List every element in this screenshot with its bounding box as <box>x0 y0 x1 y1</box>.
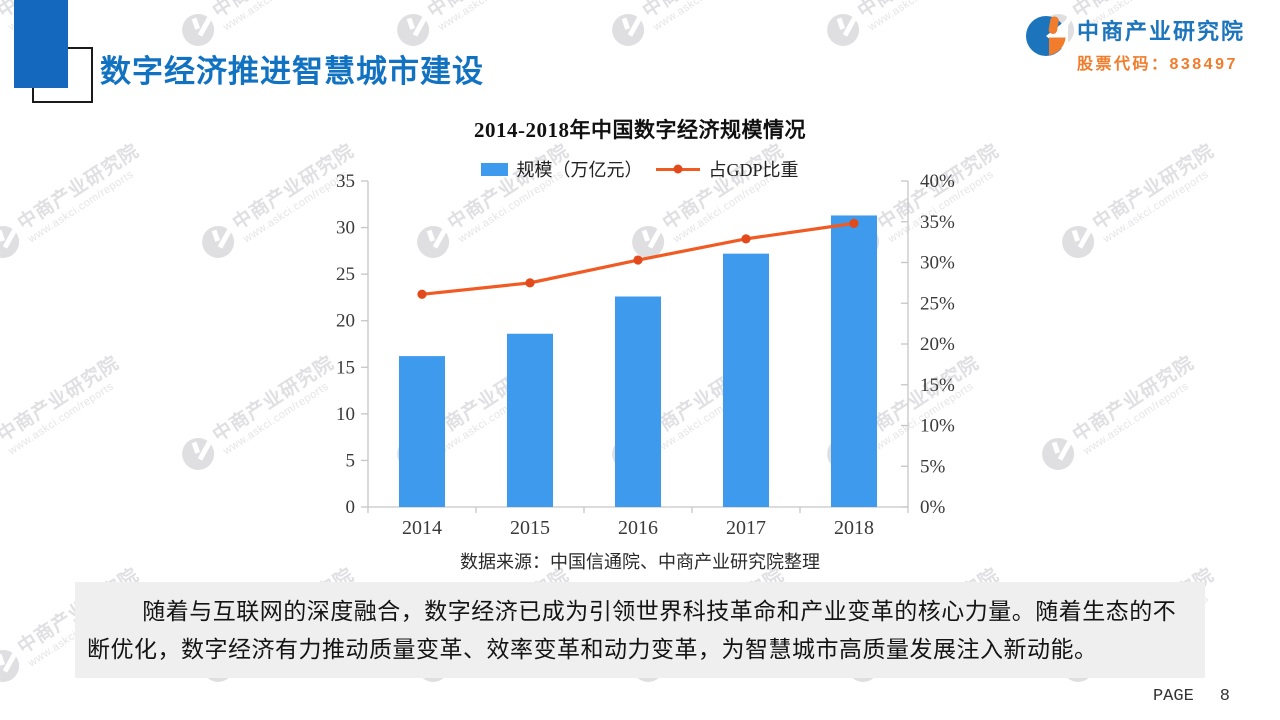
page-footer: PAGE 8 <box>1153 687 1230 706</box>
company-logo-icon <box>1025 16 1068 56</box>
page-title: 数字经济推进智慧城市建设 <box>100 54 484 89</box>
left-axis-tick-label: 30 <box>336 218 355 239</box>
page-label: PAGE <box>1152 687 1194 706</box>
legend-item-bar: 规模（万亿元） <box>481 156 642 182</box>
right-axis-tick-label: 5% <box>920 456 946 477</box>
summary-paragraph: 随着与互联网的深度融合，数字经济已成为引领世界科技革命和产业变革的核心力量。随着… <box>87 599 1177 662</box>
legend-line-label: 占GDP比重 <box>708 160 799 180</box>
left-axis-tick-label: 10 <box>336 404 355 425</box>
line-dot-2016 <box>633 255 643 265</box>
bar-2016 <box>615 296 661 507</box>
chart-plot: 0 5 10 15 20 25 30 35 0% 5% 10% 15% 20% 25% 30% 35% 40% 2… <box>336 171 955 539</box>
left-axis-tick-label: 0 <box>346 497 356 518</box>
right-axis-tick-label: 40% <box>920 171 955 192</box>
page-number: 8 <box>1219 687 1230 706</box>
company-logo: 中商产业研究院 股票代码：838497 <box>1024 14 1245 74</box>
legend-bar-swatch-icon <box>481 162 509 176</box>
line-dot-2018 <box>849 218 859 228</box>
left-axis-tick-label: 35 <box>336 171 355 192</box>
right-axis-tick-label: 10% <box>920 416 955 437</box>
x-axis-category-label: 2018 <box>834 517 874 539</box>
right-axis-tick-label: 35% <box>920 212 955 233</box>
x-axis-category-label: 2016 <box>618 517 658 539</box>
left-axis-tick-label: 5 <box>346 450 356 471</box>
right-axis-tick-label: 20% <box>920 334 955 355</box>
chart: 2014-2018年中国数字经济规模情况 规模（万亿元） 占GDP比重 0 5 10… <box>310 110 970 580</box>
chart-legend: 规模（万亿元） 占GDP比重 <box>310 156 970 182</box>
legend-item-line: 占GDP比重 <box>656 156 799 182</box>
left-axis-tick-label: 15 <box>336 357 355 378</box>
legend-bar-label: 规模（万亿元） <box>516 160 643 180</box>
chart-source: 数据来源：中国信通院、中商产业研究院整理 <box>460 552 820 572</box>
x-axis-category-label: 2014 <box>402 517 442 539</box>
line-dot-2017 <box>741 234 751 244</box>
header-blue-rect <box>14 0 68 88</box>
line-dot-2015 <box>525 278 535 288</box>
legend-line-swatch-icon <box>656 167 701 171</box>
bar-2015 <box>507 333 553 507</box>
right-axis-tick-label: 0% <box>920 497 946 518</box>
chart-title: 2014-2018年中国数字经济规模情况 <box>474 118 806 142</box>
stock-code: 股票代码：838497 <box>1076 56 1238 73</box>
x-axis-category-label: 2017 <box>726 517 766 539</box>
bar-2017 <box>723 253 769 507</box>
x-axis-category-label: 2015 <box>510 517 550 539</box>
right-axis-tick-label: 30% <box>920 253 955 274</box>
right-axis-tick-label: 25% <box>920 293 955 314</box>
left-axis-tick-label: 20 <box>336 311 355 332</box>
right-axis-tick-label: 15% <box>920 375 955 396</box>
left-axis-tick-label: 25 <box>336 264 355 285</box>
line-dot-2014 <box>417 289 427 299</box>
company-name: 中商产业研究院 <box>1076 19 1245 44</box>
bar-2018 <box>831 215 877 507</box>
summary-box: 随着与互联网的深度融合，数字经济已成为引领世界科技革命和产业变革的核心力量。随着… <box>75 582 1205 678</box>
bar-2014 <box>399 356 445 507</box>
